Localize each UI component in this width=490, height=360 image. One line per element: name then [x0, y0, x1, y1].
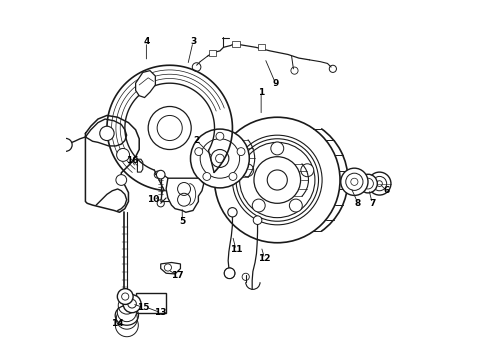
Polygon shape	[258, 44, 265, 50]
Polygon shape	[166, 178, 204, 212]
Text: 12: 12	[258, 255, 271, 264]
Polygon shape	[209, 50, 216, 55]
Circle shape	[195, 148, 203, 156]
Text: 8: 8	[355, 199, 361, 208]
Circle shape	[156, 170, 165, 179]
Polygon shape	[136, 71, 155, 98]
Text: 1: 1	[258, 87, 264, 96]
Circle shape	[368, 172, 391, 195]
Circle shape	[59, 138, 72, 151]
Text: 4: 4	[143, 37, 149, 46]
Circle shape	[359, 174, 377, 193]
Text: 10: 10	[147, 195, 160, 204]
Circle shape	[241, 164, 254, 177]
Circle shape	[115, 314, 138, 337]
Text: 9: 9	[272, 79, 279, 88]
Polygon shape	[232, 41, 240, 46]
Polygon shape	[161, 191, 179, 202]
Circle shape	[252, 199, 265, 212]
Circle shape	[215, 117, 340, 243]
Circle shape	[116, 308, 137, 329]
Circle shape	[253, 216, 262, 225]
Text: 5: 5	[179, 217, 185, 226]
Circle shape	[203, 172, 211, 180]
Circle shape	[117, 289, 133, 305]
Circle shape	[237, 148, 245, 156]
Text: 16: 16	[126, 156, 138, 165]
Circle shape	[117, 302, 136, 321]
Circle shape	[216, 132, 224, 140]
Text: 15: 15	[137, 303, 149, 312]
Polygon shape	[161, 262, 180, 274]
Circle shape	[228, 208, 237, 217]
Text: 6: 6	[384, 186, 390, 195]
Text: 17: 17	[171, 270, 183, 279]
Text: 13: 13	[154, 308, 167, 317]
Circle shape	[191, 129, 249, 188]
Text: 14: 14	[111, 319, 124, 328]
Bar	[136, 293, 166, 313]
Circle shape	[117, 148, 129, 161]
Text: 11: 11	[230, 246, 242, 255]
Circle shape	[271, 142, 284, 155]
Circle shape	[290, 199, 302, 212]
Text: 2: 2	[194, 136, 200, 145]
Circle shape	[123, 295, 141, 313]
Circle shape	[100, 126, 114, 140]
Circle shape	[341, 168, 368, 195]
Circle shape	[118, 297, 135, 314]
Circle shape	[224, 268, 235, 279]
Circle shape	[301, 164, 314, 177]
Circle shape	[229, 172, 237, 180]
Text: 3: 3	[190, 37, 196, 46]
Text: 7: 7	[369, 199, 375, 208]
Circle shape	[116, 175, 126, 185]
